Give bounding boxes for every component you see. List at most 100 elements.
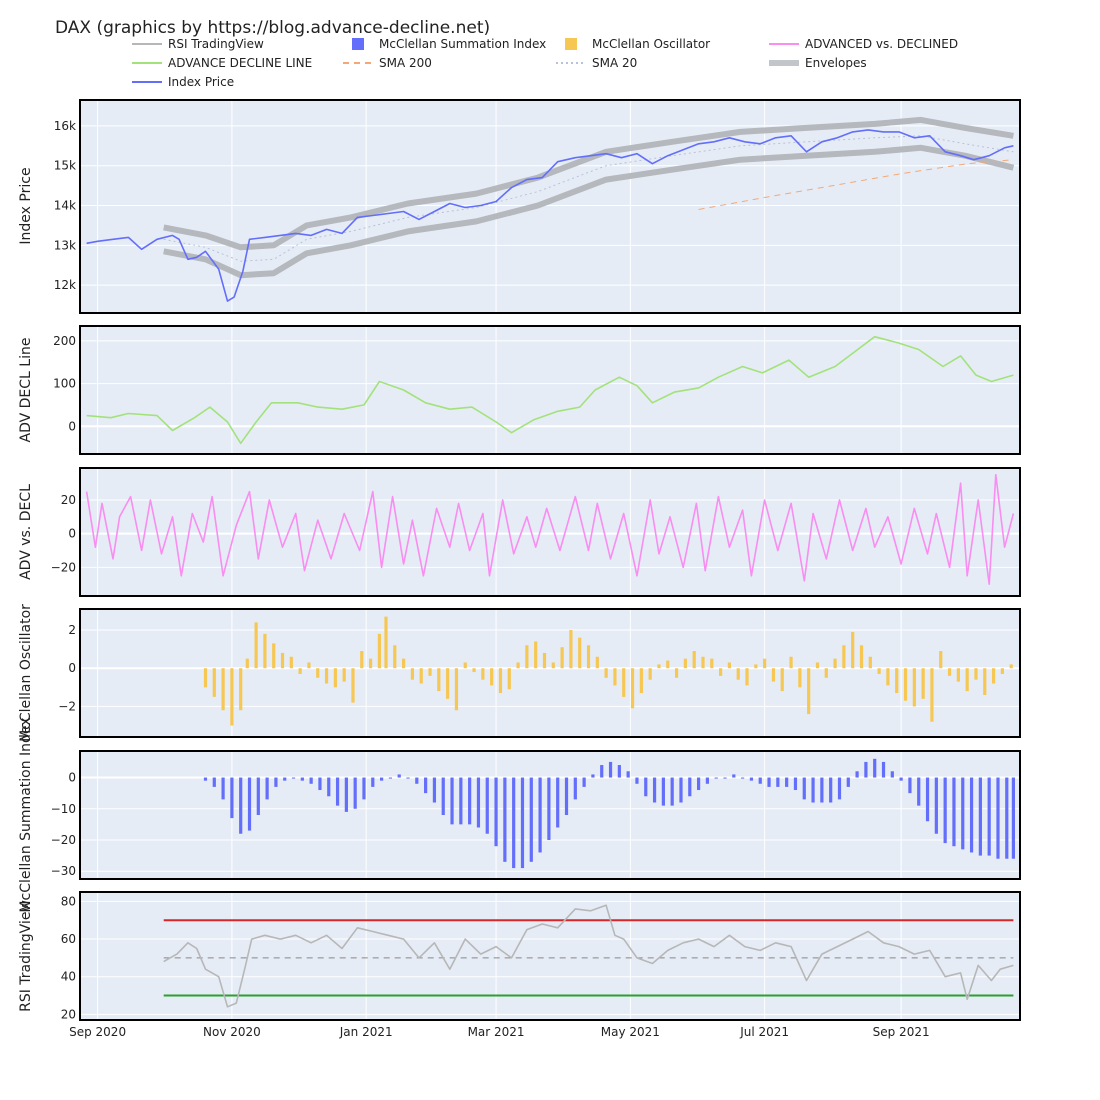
y-tick-label: 100: [53, 377, 76, 391]
legend-label: McClellan Summation Index: [379, 37, 547, 51]
oscillator-bar: [895, 668, 899, 694]
oscillator-bar: [569, 630, 573, 669]
legend-item-advance-decline-line[interactable]: ADVANCE DECLINE LINE: [132, 56, 312, 70]
oscillator-bar: [393, 645, 397, 669]
summation-bar: [987, 777, 991, 856]
chart-title: DAX (graphics by https://blog.advance-de…: [55, 18, 491, 38]
summation-bar: [406, 777, 410, 779]
summation-bar: [203, 777, 208, 781]
x-tick-label: Nov 2020: [203, 1025, 261, 1039]
summation-bar: [503, 777, 507, 862]
oscillator-bar: [368, 658, 373, 669]
legend-item-envelopes[interactable]: Envelopes: [769, 56, 867, 70]
summation-bar: [688, 777, 692, 797]
summation-bar: [705, 777, 710, 784]
panel-5: −30 −20 −10 0 McClellan Summation Index: [18, 717, 1021, 913]
summation-bar: [547, 777, 551, 840]
summation-bar: [714, 777, 718, 779]
summation-bar: [785, 777, 789, 787]
y-tick-label: 16k: [54, 119, 76, 133]
summation-bar: [476, 777, 481, 828]
oscillator-bar: [921, 668, 925, 699]
summation-bar: [265, 777, 269, 800]
legend-label: McClellan Oscillator: [592, 37, 711, 51]
oscillator-bar: [886, 668, 890, 686]
oscillator-bar: [560, 647, 564, 669]
summation-bar: [652, 777, 657, 803]
summation-bar: [300, 777, 304, 781]
y-tick-label: −10: [51, 802, 76, 816]
oscillator-bar: [595, 656, 599, 669]
summation-bar: [538, 777, 542, 853]
summation-bar: [837, 777, 842, 800]
oscillator-bar: [648, 668, 652, 680]
oscillator-bar: [692, 651, 696, 669]
summation-bar: [996, 777, 1000, 859]
oscillator-bar: [481, 668, 485, 680]
summation-bar: [934, 777, 938, 834]
oscillator-bar: [771, 668, 776, 682]
y-tick-label: 60: [61, 932, 76, 946]
summation-bar: [793, 777, 798, 791]
oscillator-bar: [666, 660, 670, 669]
y-tick-label: 12k: [54, 278, 76, 292]
oscillator-bar: [639, 668, 643, 694]
legend-symbol: [769, 60, 799, 66]
x-tick-label: Jan 2021: [339, 1025, 393, 1039]
oscillator-bar: [525, 645, 529, 669]
summation-bar: [696, 777, 701, 791]
legend-item-advanced-vs-declined[interactable]: ADVANCED vs. DECLINED: [769, 37, 958, 51]
oscillator-bar: [956, 668, 960, 682]
legend-item-mcclellan-summation-index[interactable]: McClellan Summation Index: [343, 37, 546, 51]
oscillator-bar: [798, 668, 802, 688]
summation-bar: [512, 777, 516, 869]
oscillator-bar: [903, 668, 908, 701]
legend-item-mcclellan-oscillator[interactable]: McClellan Oscillator: [556, 37, 710, 51]
summation-bar: [881, 761, 886, 778]
legend-label: SMA 200: [379, 56, 432, 70]
legend-label: Envelopes: [805, 56, 867, 70]
summation-bar: [415, 777, 419, 784]
oscillator-bar: [454, 668, 459, 711]
oscillator-bar: [683, 658, 687, 669]
summation-bar: [873, 758, 877, 778]
oscillator-bar: [947, 668, 952, 676]
summation-bar: [846, 777, 850, 787]
x-tick-label: May 2021: [601, 1025, 660, 1039]
summation-bar: [741, 777, 745, 779]
y-axis-label: ADV vs. DECL: [18, 484, 34, 580]
oscillator-bar: [833, 658, 837, 669]
oscillator-bar: [877, 668, 881, 674]
oscillator-bar: [586, 645, 591, 669]
legend-item-sma-200[interactable]: SMA 200: [343, 56, 432, 70]
oscillator-bar: [419, 668, 423, 684]
summation-bar: [388, 777, 392, 779]
y-tick-label: 0: [68, 661, 76, 675]
advanced-vs-declined-line: [85, 473, 1015, 585]
legend-symbol: [343, 62, 373, 64]
legend-item-rsi-tradingview[interactable]: RSI TradingView: [132, 37, 264, 51]
panel-background: [80, 100, 1020, 313]
summation-bar: [291, 777, 296, 779]
oscillator-bar: [983, 668, 987, 695]
y-tick-label: 20: [61, 1007, 76, 1021]
sma-200-line: [698, 159, 1014, 210]
legend-symbol: [132, 81, 162, 83]
summation-bar: [732, 774, 736, 778]
legend-item-sma-20[interactable]: SMA 20: [556, 56, 637, 70]
oscillator-bar: [613, 668, 617, 686]
summation-bar: [776, 777, 780, 787]
advance-decline-line: [86, 335, 1014, 445]
oscillator-bar: [719, 668, 723, 676]
summation-bar: [969, 777, 974, 853]
oscillator-bar: [324, 668, 329, 684]
panel-background: [80, 326, 1020, 454]
oscillator-bar: [763, 658, 767, 669]
y-tick-label: −2: [58, 699, 76, 713]
oscillator-bar: [377, 633, 381, 669]
plot-area: [203, 616, 1013, 726]
y-axis-label: McClellan Oscillator: [18, 604, 34, 742]
y-axis-label: Index Price: [18, 167, 34, 244]
legend-item-index-price[interactable]: Index Price: [132, 75, 234, 89]
y-tick-label: 80: [61, 894, 76, 908]
